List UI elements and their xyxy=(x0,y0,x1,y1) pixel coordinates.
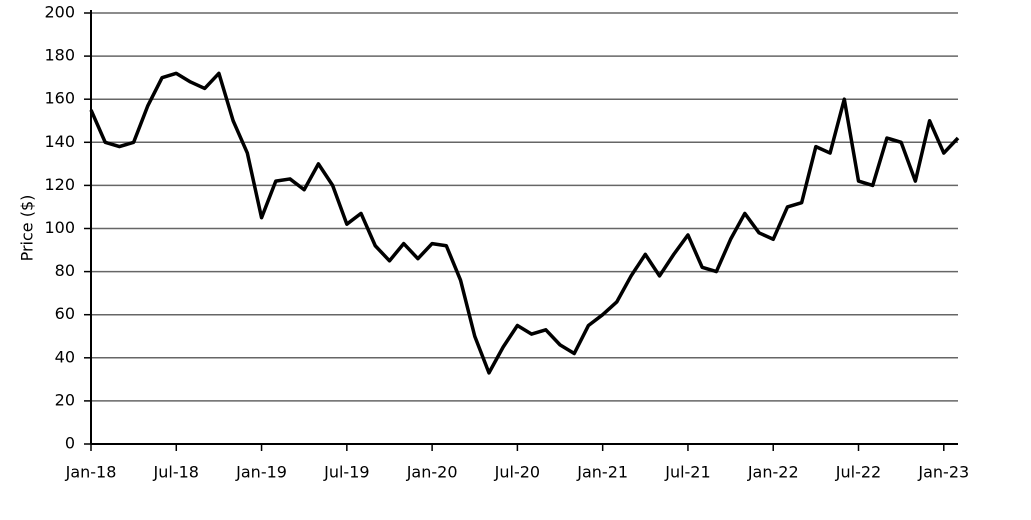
x-tick-label: Jan-18 xyxy=(65,463,117,482)
y-tick-label: 100 xyxy=(44,218,75,237)
y-tick-label: 120 xyxy=(44,175,75,194)
x-tick-label: Jul-20 xyxy=(494,463,540,482)
y-tick-label: 60 xyxy=(55,304,75,323)
y-tick-label: 40 xyxy=(55,347,75,366)
x-tick-label: Jan-23 xyxy=(917,463,969,482)
y-tick-label: 20 xyxy=(55,390,75,409)
x-tick-label: Jul-21 xyxy=(664,463,710,482)
y-tick-label: 80 xyxy=(55,261,75,280)
x-tick-label: Jan-21 xyxy=(576,463,628,482)
x-tick-label: Jul-19 xyxy=(323,463,369,482)
x-tick-label: Jul-22 xyxy=(835,463,881,482)
y-tick-label: 0 xyxy=(65,434,75,453)
y-axis-label: Price ($) xyxy=(18,195,37,262)
x-tick-label: Jul-18 xyxy=(153,463,199,482)
x-tick-label: Jan-19 xyxy=(235,463,287,482)
y-tick-label: 200 xyxy=(44,3,75,22)
y-tick-label: 160 xyxy=(44,89,75,108)
y-tick-label: 180 xyxy=(44,46,75,65)
x-tick-label: Jan-20 xyxy=(406,463,458,482)
price-line xyxy=(89,71,960,375)
x-tick-label: Jan-22 xyxy=(747,463,799,482)
y-tick-label: 140 xyxy=(44,132,75,151)
